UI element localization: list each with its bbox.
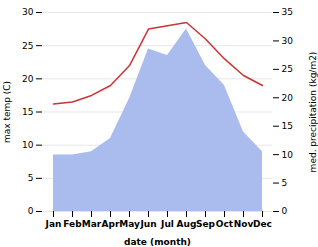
svg-text:35: 35: [282, 7, 293, 17]
svg-text:Sep: Sep: [196, 219, 216, 229]
svg-text:Dec: Dec: [253, 219, 272, 229]
svg-text:Apr: Apr: [102, 219, 120, 229]
svg-text:max temp (C): max temp (C): [2, 81, 12, 143]
svg-text:5: 5: [28, 173, 34, 183]
svg-text:Oct: Oct: [216, 219, 234, 229]
svg-text:20: 20: [22, 74, 34, 84]
svg-text:May: May: [119, 219, 140, 229]
svg-text:15: 15: [22, 107, 33, 117]
svg-text:Aug: Aug: [177, 219, 197, 229]
svg-text:Jul: Jul: [160, 219, 174, 229]
svg-text:25: 25: [282, 64, 293, 74]
svg-text:5: 5: [282, 178, 288, 188]
svg-text:Mar: Mar: [82, 219, 102, 229]
svg-text:15: 15: [282, 121, 293, 131]
svg-text:30: 30: [22, 7, 34, 17]
svg-text:25: 25: [22, 41, 33, 51]
svg-text:0: 0: [28, 206, 34, 216]
svg-text:Jan: Jan: [45, 219, 62, 229]
svg-text:Jun: Jun: [139, 219, 156, 229]
svg-text:10: 10: [282, 150, 294, 160]
svg-text:Nov: Nov: [234, 219, 254, 229]
svg-text:20: 20: [282, 93, 294, 103]
svg-text:10: 10: [22, 140, 34, 150]
svg-text:Feb: Feb: [63, 219, 82, 229]
svg-text:date (month): date (month): [124, 237, 191, 247]
svg-text:0: 0: [282, 206, 288, 216]
svg-text:med. precipitation (kg/m2): med. precipitation (kg/m2): [308, 52, 318, 173]
svg-text:30: 30: [282, 36, 294, 46]
